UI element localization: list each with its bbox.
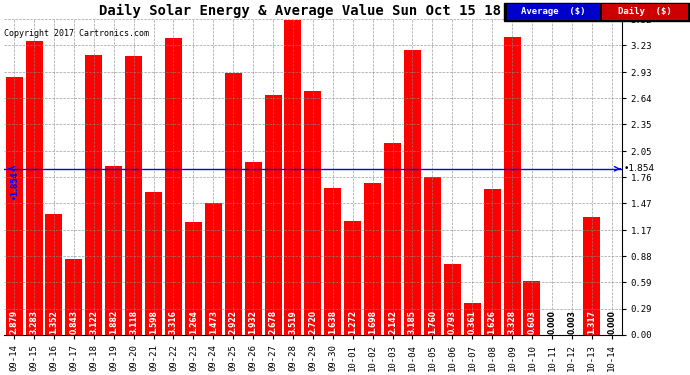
Text: 1.638: 1.638 [328,310,337,334]
Text: 3.316: 3.316 [169,310,178,334]
Text: 0.000: 0.000 [607,310,616,334]
Title: Daily Solar Energy & Average Value Sun Oct 15 18:07: Daily Solar Energy & Average Value Sun O… [99,4,526,18]
Bar [284,20,302,335]
Bar [66,260,82,335]
Text: 2.879: 2.879 [10,310,19,334]
Text: Daily  ($): Daily ($) [618,8,671,16]
Text: 1.352: 1.352 [50,310,59,334]
Text: 0.793: 0.793 [448,310,457,334]
Bar [484,189,500,335]
Bar [125,56,142,335]
Text: 1.473: 1.473 [209,310,218,334]
Text: 2.720: 2.720 [308,310,317,334]
Bar [26,41,43,335]
Bar [424,177,441,335]
Text: 0.003: 0.003 [567,310,576,334]
Text: 2.678: 2.678 [268,310,277,334]
Bar [6,77,23,335]
Bar [583,217,600,335]
Bar [225,73,241,335]
Text: 0.843: 0.843 [70,310,79,334]
Text: 3.118: 3.118 [129,310,138,334]
Text: •1.854: •1.854 [10,171,19,200]
Bar [324,188,342,335]
Bar [364,183,381,335]
Bar [106,166,122,335]
Text: 1.932: 1.932 [248,310,257,334]
Bar [145,192,162,335]
Text: 1.264: 1.264 [189,310,198,334]
Bar [384,143,401,335]
Bar [404,50,421,335]
Text: Average  ($): Average ($) [521,8,586,16]
Text: 0.361: 0.361 [468,310,477,334]
Bar [464,303,481,335]
Text: 1.272: 1.272 [348,310,357,334]
Bar [504,37,520,335]
Text: 1.626: 1.626 [488,310,497,334]
Text: 1.317: 1.317 [587,310,596,334]
Text: 0.603: 0.603 [527,310,536,334]
Bar [304,91,322,335]
Text: 3.185: 3.185 [408,310,417,334]
Bar [524,281,540,335]
Text: Copyright 2017 Cartronics.com: Copyright 2017 Cartronics.com [4,29,149,38]
Text: 1.760: 1.760 [428,310,437,334]
Bar [165,38,182,335]
Bar [344,221,361,335]
Text: 3.519: 3.519 [288,310,297,334]
Text: 3.283: 3.283 [30,310,39,334]
Bar [444,264,461,335]
Text: 1.698: 1.698 [368,310,377,334]
Text: 0.000: 0.000 [547,310,556,334]
Text: 2.142: 2.142 [388,310,397,334]
Bar [245,162,262,335]
Text: 1.598: 1.598 [149,310,158,334]
Text: 3.328: 3.328 [508,310,517,334]
Bar [86,55,102,335]
Bar [264,95,282,335]
Text: •1.854: •1.854 [624,164,655,173]
Text: 2.922: 2.922 [228,310,238,334]
Bar [46,214,62,335]
Text: 3.122: 3.122 [89,310,98,334]
Text: 1.882: 1.882 [109,310,118,334]
Bar [205,203,221,335]
Bar [185,222,202,335]
